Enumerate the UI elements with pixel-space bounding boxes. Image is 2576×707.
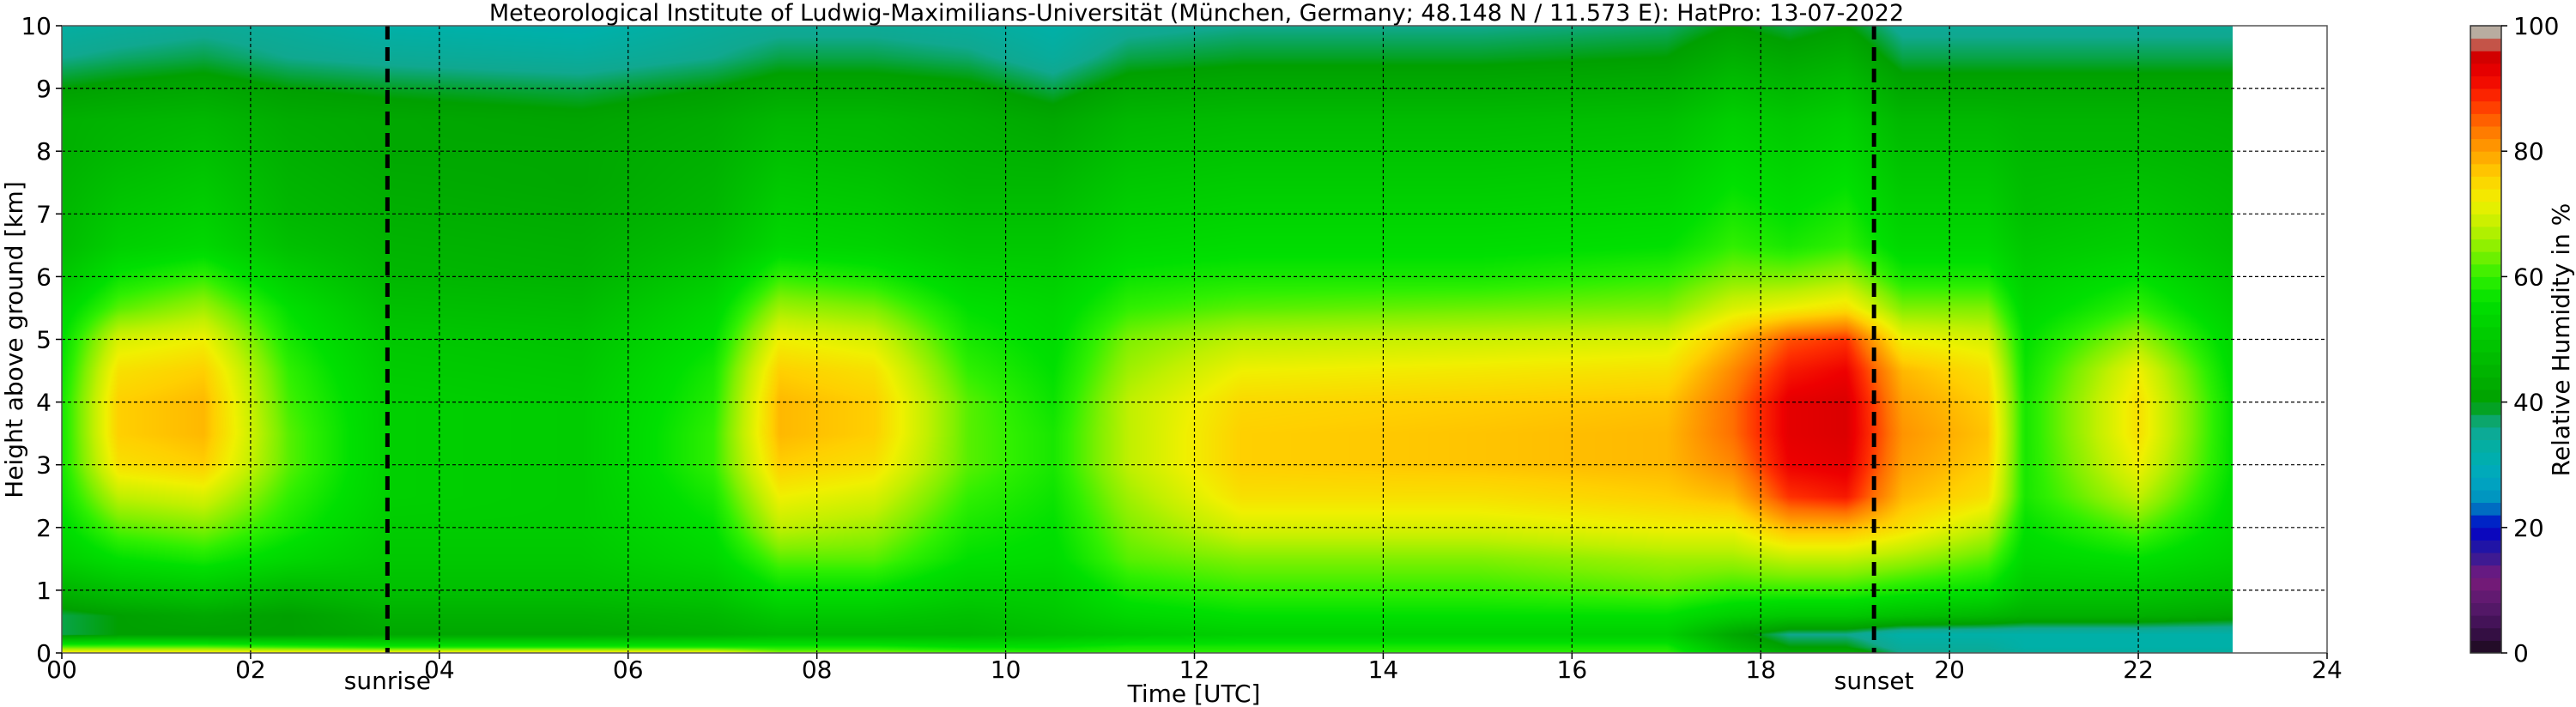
colorbar-band	[2470, 477, 2501, 491]
colorbar-band	[2470, 439, 2501, 453]
x-tick-label: 24	[2312, 656, 2343, 684]
chart-title: Meteorological Institute of Ludwig-Maxim…	[489, 0, 1904, 27]
colorbar-band	[2470, 113, 2501, 127]
y-axis-ticks: 0 1 2 3 4 5 6 7 8 9 10	[21, 12, 62, 668]
colorbar-band	[2470, 63, 2501, 76]
colorbar-band	[2470, 515, 2501, 529]
colorbar-band	[2470, 301, 2501, 315]
colorbar-band	[2470, 464, 2501, 478]
colorbar-band	[2470, 276, 2501, 290]
x-tick-label: 04	[424, 656, 455, 684]
y-tick-label: 4	[36, 389, 52, 417]
colorbar-band	[2470, 125, 2501, 140]
colorbar-band	[2470, 553, 2501, 566]
colorbar-bands	[2470, 26, 2501, 654]
colorbar-band	[2470, 502, 2501, 516]
colorbar-band	[2470, 251, 2501, 265]
colorbar-band	[2470, 364, 2501, 378]
colorbar-band	[2470, 640, 2501, 654]
colorbar-band	[2470, 239, 2501, 252]
x-tick-label: 12	[1179, 656, 1210, 684]
colorbar-band	[2470, 51, 2501, 64]
y-tick-label: 5	[36, 326, 52, 354]
colorbar-band	[2470, 602, 2501, 616]
colorbar-band	[2470, 263, 2501, 277]
colorbar-band	[2470, 627, 2501, 641]
colorbar-band	[2470, 426, 2501, 440]
x-tick-label: 10	[991, 656, 1021, 684]
y-tick-label: 3	[36, 451, 52, 480]
colorbar-band	[2470, 402, 2501, 415]
x-axis-ticks: 00 02 04 06 08 10 12 14 16 18 20 22 24	[46, 653, 2343, 684]
plot-area	[61, 25, 2328, 654]
colorbar: 0 20 40 60 80 100 Relative Humidity in %	[2470, 12, 2575, 668]
colorbar-band	[2470, 615, 2501, 629]
y-tick-label: 0	[36, 639, 52, 668]
y-axis-label: Height above ground [km]	[0, 181, 28, 499]
colorbar-band	[2470, 589, 2501, 604]
sun-markers	[385, 26, 1876, 653]
colorbar-band	[2470, 138, 2501, 152]
colorbar-band	[2470, 565, 2501, 578]
colorbar-tick-label: 20	[2513, 514, 2544, 542]
colorbar-band	[2470, 377, 2501, 390]
colorbar-band	[2470, 339, 2501, 353]
y-tick-label: 9	[36, 75, 52, 103]
colorbar-band	[2470, 314, 2501, 328]
colorbar-band	[2470, 540, 2501, 553]
colorbar-band	[2470, 26, 2501, 39]
colorbar-band	[2470, 38, 2501, 51]
colorbar-band	[2470, 100, 2501, 114]
colorbar-band	[2470, 352, 2501, 366]
colorbar-band	[2470, 163, 2501, 177]
y-tick-label: 8	[36, 137, 52, 166]
colorbar-band	[2470, 326, 2501, 340]
y-tick-label: 10	[21, 12, 52, 40]
y-tick-label: 2	[36, 514, 52, 542]
colorbar-band	[2470, 389, 2501, 403]
colorbar-band	[2470, 176, 2501, 190]
colorbar-band	[2470, 527, 2501, 541]
colorbar-band	[2470, 201, 2501, 215]
x-tick-label: 14	[1368, 656, 1399, 684]
colorbar-band	[2470, 214, 2501, 227]
colorbar-band	[2470, 226, 2501, 240]
colorbar-band	[2470, 577, 2501, 591]
y-tick-label: 1	[36, 577, 52, 605]
colorbar-tick-label: 0	[2513, 639, 2529, 668]
sunset-label: sunset	[1834, 667, 1914, 695]
x-tick-label: 00	[46, 656, 77, 684]
colorbar-tick-label: 100	[2513, 12, 2559, 40]
sunrise-label: sunrise	[344, 667, 431, 695]
colorbar-tick-label: 40	[2513, 389, 2544, 417]
colorbar-band	[2470, 76, 2501, 89]
colorbar-ticks: 0 20 40 60 80 100	[2501, 12, 2559, 668]
x-tick-label: 08	[802, 656, 833, 684]
x-tick-label: 20	[1934, 656, 1965, 684]
y-tick-label: 6	[36, 263, 52, 291]
colorbar-band	[2470, 452, 2501, 466]
x-tick-label: 16	[1557, 656, 1588, 684]
colorbar-label: Relative Humidity in %	[2547, 203, 2575, 477]
x-axis-label: Time [UTC]	[1127, 680, 1261, 707]
colorbar-band	[2470, 151, 2501, 165]
colorbar-band	[2470, 289, 2501, 303]
colorbar-frame	[2470, 25, 2502, 654]
x-tick-label: 22	[2123, 656, 2154, 684]
colorbar-band	[2470, 489, 2501, 504]
y-tick-label: 7	[36, 200, 52, 228]
colorbar-band	[2470, 189, 2501, 202]
x-tick-label: 18	[1745, 656, 1776, 684]
grid	[62, 26, 2327, 653]
colorbar-band	[2470, 88, 2501, 102]
x-tick-label: 02	[235, 656, 266, 684]
x-tick-label: 06	[613, 656, 644, 684]
colorbar-tick-label: 60	[2513, 263, 2544, 291]
colorbar-band	[2470, 414, 2501, 428]
colorbar-tick-label: 80	[2513, 137, 2544, 166]
